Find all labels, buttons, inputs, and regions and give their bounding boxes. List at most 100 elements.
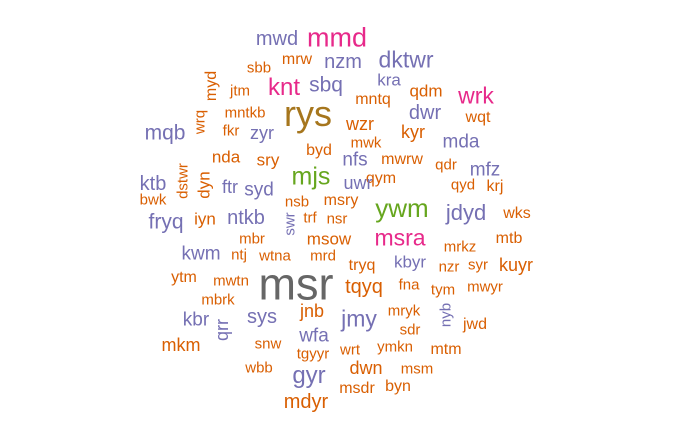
word-mbrk: mbrk (201, 291, 235, 309)
word-krj: krj (486, 178, 504, 195)
word-byd: byd (306, 142, 332, 159)
word-swr: swr (281, 212, 299, 236)
word-sbb: sbb (246, 59, 272, 77)
word-mdyr: mdyr (283, 391, 329, 413)
word-msra: msra (374, 224, 426, 251)
word-mrd: mrd (310, 247, 336, 265)
word-mtb: mtb (495, 230, 523, 247)
word-nda: nda (211, 147, 241, 167)
word-nyb: nyb (437, 302, 455, 328)
word-qyd: qyd (450, 176, 476, 194)
word-jdyd: jdyd (445, 200, 487, 225)
word-nsb: nsb (284, 193, 310, 211)
word-ntkb: ntkb (227, 207, 265, 229)
word-kbyr: kbyr (393, 252, 427, 272)
word-ftr: ftr (222, 177, 238, 197)
word-mwk: mwk (350, 134, 382, 152)
word-tym: tym (430, 281, 456, 299)
word-nsr: nsr (326, 210, 348, 228)
word-jwd: jwd (462, 316, 488, 333)
word-jnb: jnb (299, 301, 325, 321)
word-qym: qym (365, 170, 397, 187)
word-wrk: wrk (458, 82, 494, 109)
word-syd: syd (244, 179, 274, 201)
word-wqt: wqt (465, 109, 491, 126)
word-ywm: ywm (375, 193, 429, 223)
word-wbb: wbb (245, 359, 273, 377)
word-mqb: mqb (144, 121, 186, 145)
word-mda: mda (442, 131, 480, 153)
word-fkr: fkr (222, 122, 240, 140)
word-ytm: ytm (171, 269, 197, 286)
word-fryq: fryq (148, 210, 184, 234)
word-qrr: qrr (212, 319, 232, 341)
word-gyr: gyr (292, 362, 326, 389)
word-msow: msow (306, 229, 352, 249)
word-dwr: dwr (408, 102, 442, 124)
word-knt: knt (267, 74, 301, 101)
word-mwrw: mwrw (381, 151, 423, 168)
word-kbr: kbr (182, 309, 210, 331)
word-ktb: ktb (139, 173, 167, 195)
word-ymkn: ymkn (377, 338, 413, 356)
word-msry: msry (323, 192, 359, 209)
word-dwn: dwn (349, 358, 383, 378)
word-qdm: qdm (409, 81, 443, 101)
word-kwm: kwm (181, 243, 221, 265)
word-nfs: nfs (342, 149, 368, 171)
word-wfa: wfa (299, 325, 329, 347)
word-kra: kra (377, 70, 401, 90)
word-mmd: mmd (307, 22, 367, 53)
word-zyr: zyr (250, 123, 274, 143)
word-myd: myd (203, 70, 220, 102)
word-dstwr: dstwr (174, 163, 192, 199)
word-wrt: wrt (340, 341, 360, 359)
word-wzr: wzr (346, 114, 374, 134)
word-jmy: jmy (341, 305, 377, 332)
word-ntj: ntj (231, 246, 247, 264)
word-kyr: kyr (401, 122, 425, 142)
word-msr: msr (258, 258, 334, 310)
word-wtna: wtna (259, 247, 291, 265)
word-mbr: mbr (239, 230, 265, 248)
word-sbq: sbq (309, 73, 343, 97)
word-mwd: mwd (255, 28, 299, 50)
word-nzr: nzr (438, 258, 460, 276)
word-tryq: tryq (348, 257, 376, 274)
word-msdr: msdr (339, 380, 375, 397)
word-dktwr: dktwr (378, 46, 434, 73)
word-fna: fna (398, 276, 420, 294)
word-rys: rys (284, 93, 332, 134)
word-kuyr: kuyr (498, 255, 534, 275)
word-mjs: mjs (291, 162, 331, 191)
word-mkm: mkm (161, 335, 201, 355)
word-tqyq: tqyq (345, 276, 383, 298)
word-wrq: wrq (191, 109, 209, 135)
word-nzm: nzm (324, 51, 362, 73)
word-mwtn: mwtn (213, 272, 249, 290)
word-trf: trf (303, 209, 317, 227)
word-mtm: mtm (430, 341, 462, 358)
word-syr: syr (468, 256, 488, 274)
word-sdr: sdr (399, 321, 421, 339)
word-mfz: mfz (469, 159, 501, 181)
word-mntkb: mntkb (224, 104, 266, 122)
word-mrkz: mrkz (443, 238, 477, 256)
word-mrw: mrw (281, 51, 313, 68)
word-bwk: bwk (139, 191, 167, 209)
word-wks: wks (503, 205, 531, 222)
word-mwyr: mwyr (467, 278, 503, 296)
word-uwr: uwr (343, 173, 373, 193)
word-byn: byn (385, 378, 411, 395)
word-jtm: jtm (230, 82, 250, 100)
word-tgyyr: tgyyr (296, 345, 330, 363)
word-qdr: qdr (435, 156, 457, 174)
word-msm: msm (400, 360, 434, 378)
word-mntq: mntq (355, 91, 391, 108)
word-dyn: dyn (194, 171, 214, 199)
word-mryk: mryk (387, 302, 421, 320)
word-iyn: iyn (194, 209, 216, 229)
word-snw: snw (254, 335, 282, 353)
word-sry: sry (256, 150, 280, 170)
